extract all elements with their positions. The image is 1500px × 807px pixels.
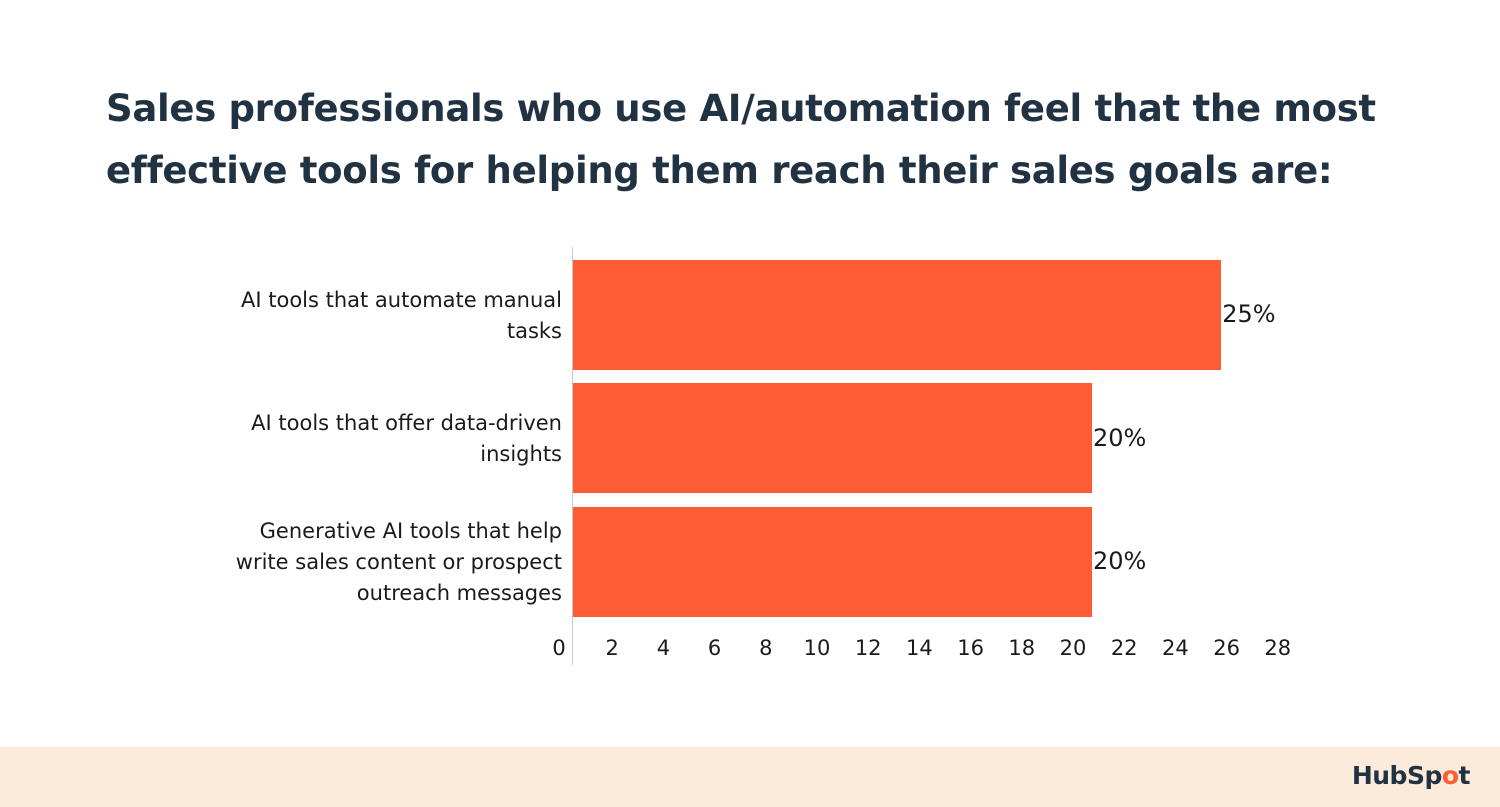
x-tick-label: 2 [605, 636, 619, 660]
category-label-line: tasks [506, 319, 562, 343]
category-label-line: AI tools that automate manual [241, 288, 562, 312]
x-tick-label: 18 [1008, 636, 1036, 660]
logo-text: HubSp [1351, 761, 1443, 790]
x-tick-label: 10 [803, 636, 831, 660]
bar [573, 507, 1092, 617]
category-label: Generative AI tools that help write sale… [142, 516, 562, 609]
x-tick-label: 20 [1059, 636, 1087, 660]
x-tick-label: 16 [957, 636, 984, 660]
data-label: 20% [1093, 547, 1147, 575]
sprocket-icon: o [1441, 761, 1459, 790]
x-tick-label: 14 [906, 636, 933, 660]
x-tick-label: 4 [656, 636, 671, 660]
category-label-line: write sales content or prospect [235, 550, 562, 574]
category-label-line: AI tools that offer data-driven [251, 411, 562, 435]
x-tick-label: 8 [759, 636, 773, 660]
y-axis-line [572, 247, 573, 665]
footer-band: HubSpot [0, 747, 1500, 807]
x-tick-label: 12 [854, 636, 882, 660]
data-label: 25% [1222, 300, 1276, 328]
x-tick-label: 6 [707, 636, 722, 660]
x-tick-label: 22 [1110, 636, 1138, 660]
logo-text: t [1458, 761, 1471, 790]
x-tick-label: 24 [1162, 636, 1189, 660]
chart-title: Sales professionals who use AI/automatio… [106, 87, 1376, 192]
x-tick-label: 28 [1264, 636, 1292, 660]
bar [573, 260, 1222, 370]
category-label: AI tools that automate manual tasks [142, 285, 562, 347]
data-label: 20% [1093, 424, 1147, 452]
bar [573, 383, 1092, 493]
category-label-line: Generative AI tools that help [259, 519, 562, 543]
hubspot-logo: HubSpot [1351, 761, 1471, 790]
category-label-line: outreach messages [356, 581, 562, 605]
bar-chart: AI tools that automate manual tasks AI t… [142, 247, 1292, 665]
x-tick-label: 0 [552, 636, 566, 660]
category-label-line: insights [480, 442, 562, 466]
category-label: AI tools that offer data-driven insights [142, 408, 562, 470]
x-tick-label: 26 [1213, 636, 1240, 660]
